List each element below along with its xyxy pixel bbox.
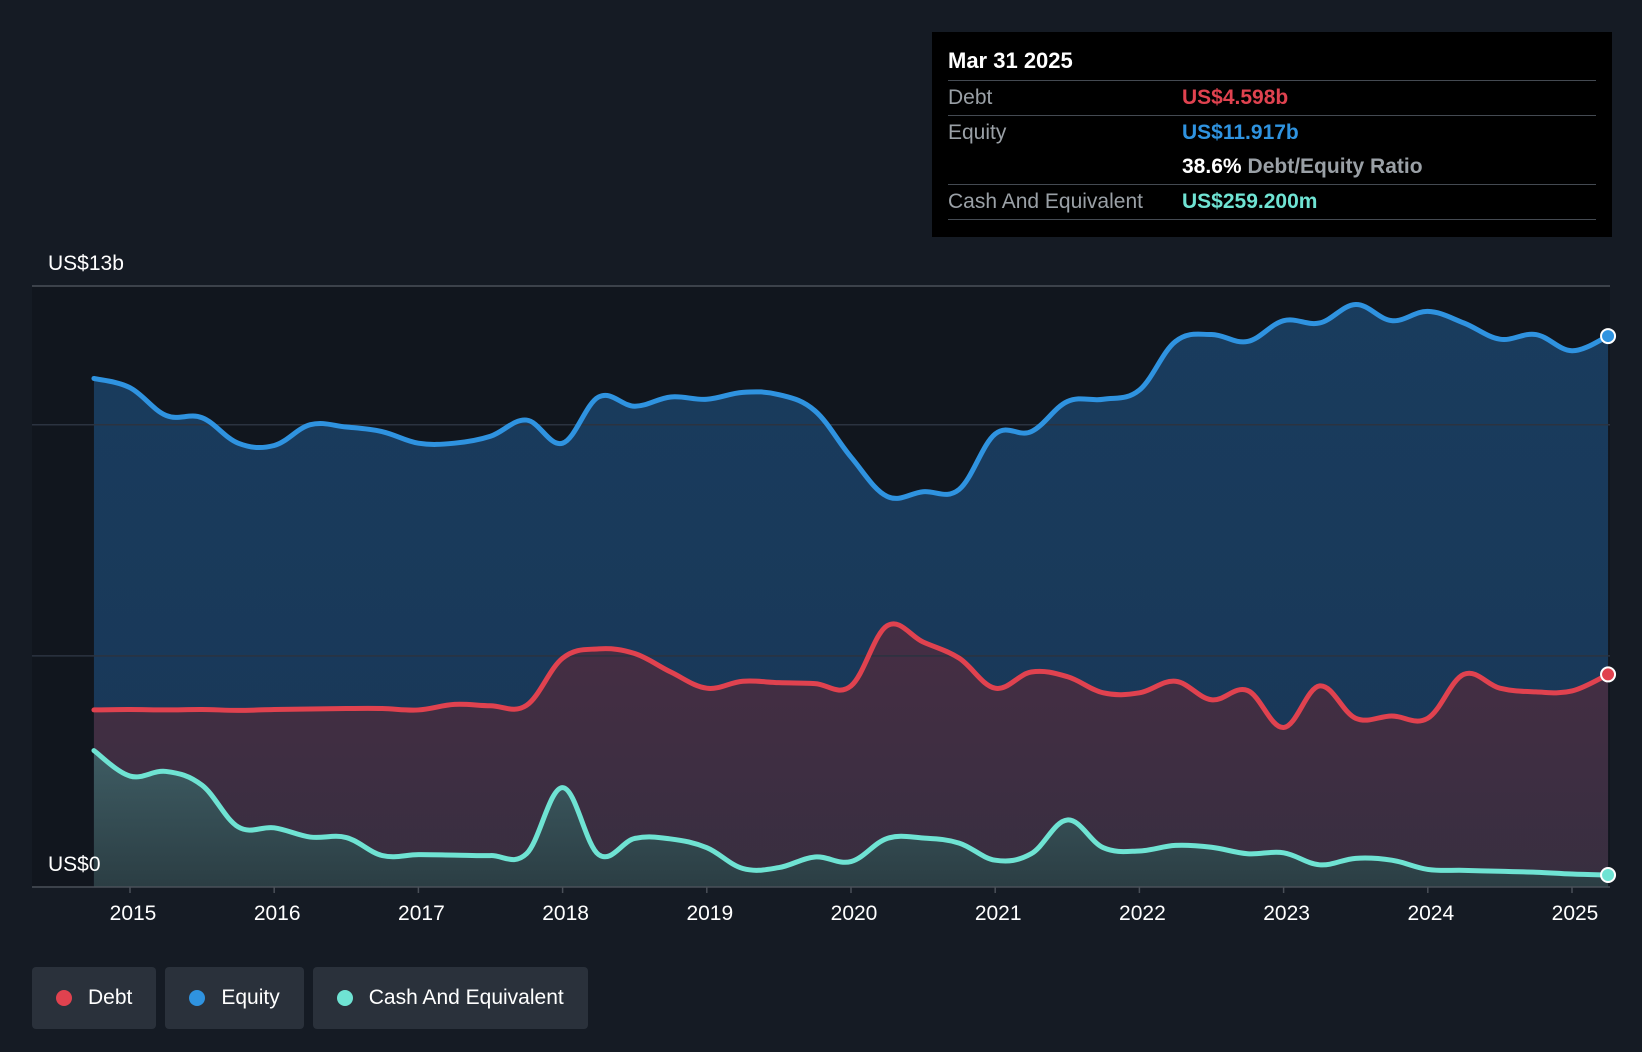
tooltip-equity-label: Equity	[948, 121, 1007, 144]
tooltip-cash-label: Cash And Equivalent	[948, 190, 1143, 213]
equity-endpoint	[1600, 328, 1617, 345]
x-tick-label: 2023	[1263, 902, 1310, 925]
legend-label-equity: Equity	[221, 986, 280, 1009]
debt-line	[91, 621, 1611, 731]
legend-label-cash: Cash And Equivalent	[368, 986, 564, 1009]
debt-area	[93, 623, 1609, 887]
y-axis-label-top: US$13b	[48, 252, 124, 275]
tooltip-equity-value: US$11.917b	[1182, 121, 1299, 144]
debt-dot-icon	[56, 990, 72, 1006]
x-tick-label: 2021	[975, 902, 1022, 925]
x-tick-label: 2017	[398, 902, 445, 925]
cash-and-equivalent-line	[91, 748, 1611, 878]
debt-endpoint	[1600, 666, 1617, 683]
tooltip-ratio-value: 38.6%	[1182, 155, 1242, 178]
chart-legend: Debt Equity Cash And Equivalent	[32, 967, 588, 1029]
y-axis-label-bottom: US$0	[48, 853, 101, 876]
tooltip-cash-row: Cash And Equivalent US$259.200m	[948, 185, 1596, 220]
x-tick-label: 2015	[110, 902, 157, 925]
x-axis-ticks: 2015 2016 2017 2018 2019 2020 2021 2022 2023 2024…	[110, 887, 1599, 925]
x-tick-label: 2019	[686, 902, 733, 925]
x-tick-label: 2025	[1552, 902, 1599, 925]
legend-item-cash[interactable]: Cash And Equivalent	[312, 967, 588, 1029]
legend-item-equity[interactable]: Equity	[165, 967, 304, 1029]
cash-dot-icon	[336, 990, 353, 1006]
x-tick-label: 2020	[831, 902, 878, 925]
tooltip-ratio-row: 38.6% Debt/Equity Ratio	[948, 150, 1596, 185]
legend-label-debt: Debt	[88, 986, 133, 1009]
tooltip-date: Mar 31 2025	[948, 46, 1596, 81]
x-tick-label: 2016	[254, 902, 301, 925]
tooltip-cash-value: US$259.200m	[1182, 190, 1318, 213]
cash-and-equivalent-endpoint	[1600, 867, 1617, 884]
equity-line	[91, 301, 1611, 501]
tooltip-debt-value: US$4.598b	[1182, 86, 1289, 109]
data-tooltip: Mar 31 2025 Debt US$4.598b Equity US$11.…	[932, 32, 1612, 237]
tooltip-debt-label: Debt	[948, 86, 993, 109]
x-tick-label: 2022	[1119, 902, 1166, 925]
series-lines	[91, 301, 1611, 878]
gridlines	[32, 285, 1610, 888]
x-tick-label: 2018	[542, 902, 589, 925]
tooltip-equity-row: Equity US$11.917b	[948, 116, 1596, 150]
x-tick-label: 2024	[1407, 902, 1454, 925]
series-endpoints	[1600, 328, 1617, 884]
tooltip-debt-row: Debt US$4.598b	[948, 81, 1596, 116]
equity-dot-icon	[189, 990, 206, 1006]
tooltip-ratio-label: Debt/Equity Ratio	[1247, 155, 1423, 178]
legend-item-debt[interactable]: Debt	[32, 967, 157, 1029]
